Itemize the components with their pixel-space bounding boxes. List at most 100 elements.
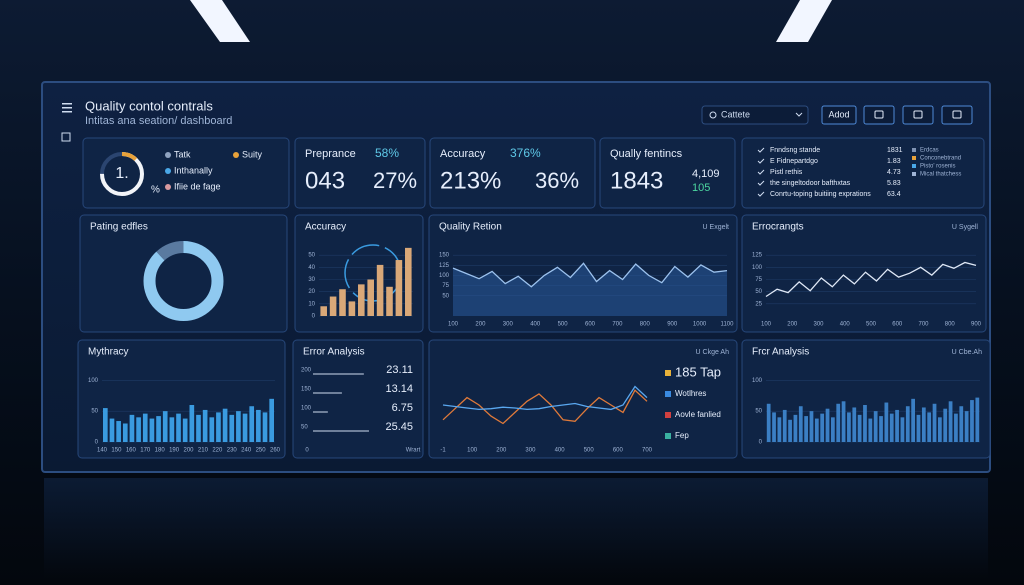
legend-swatch bbox=[665, 412, 671, 418]
kpi-main: 1843 bbox=[610, 167, 663, 194]
add-button[interactable] bbox=[821, 105, 857, 125]
x-tick-label: 600 bbox=[613, 448, 624, 454]
x-tick-label: 200 bbox=[183, 448, 194, 454]
value-label: 25.45 bbox=[385, 421, 413, 433]
x-tick-label: 200 bbox=[475, 322, 486, 328]
bar bbox=[116, 421, 121, 442]
x-tick-label: 500 bbox=[558, 322, 569, 328]
kpi-delta: 4,109 bbox=[692, 168, 720, 180]
x-tick-label: 300 bbox=[503, 322, 514, 328]
bar bbox=[921, 407, 926, 442]
bar bbox=[772, 412, 776, 442]
icon-button[interactable] bbox=[902, 105, 934, 125]
y-tick-label: 0 bbox=[95, 440, 99, 446]
y-tick-label: 100 bbox=[439, 273, 450, 279]
bar bbox=[169, 417, 175, 442]
bar bbox=[879, 416, 883, 442]
legend-swatch bbox=[912, 164, 916, 168]
x-tick-label: 600 bbox=[585, 322, 596, 328]
x-tick-label: 800 bbox=[945, 322, 956, 328]
legend-label: Pisto' rosenis bbox=[920, 164, 956, 170]
bar bbox=[964, 411, 969, 442]
panel-tag: U Exgelt bbox=[703, 224, 730, 231]
x-tick-label: 400 bbox=[530, 322, 541, 328]
bar bbox=[873, 411, 878, 442]
line bbox=[452, 262, 728, 288]
bar bbox=[142, 413, 148, 442]
bar bbox=[149, 418, 155, 442]
legend-label: Wotlhres bbox=[675, 389, 706, 398]
bar bbox=[857, 414, 862, 442]
panel bbox=[428, 339, 738, 459]
x-tick-label: 300 bbox=[813, 322, 824, 328]
x-tick-label: 800 bbox=[640, 322, 651, 328]
kpi-title: Accuracy bbox=[440, 148, 486, 160]
donut-segment bbox=[143, 241, 224, 321]
check-icon bbox=[757, 191, 765, 197]
gauge-accent bbox=[100, 152, 144, 196]
line bbox=[442, 385, 648, 411]
y-tick-label: 50 bbox=[755, 289, 762, 295]
legend-label: 185 Tap bbox=[675, 364, 721, 379]
bar bbox=[777, 417, 782, 442]
bar bbox=[884, 402, 889, 442]
row-label: 50 bbox=[301, 425, 308, 431]
bar bbox=[804, 416, 808, 442]
kpi-delta: 376% bbox=[510, 146, 541, 160]
bar bbox=[836, 403, 841, 442]
menu-icon-line bbox=[62, 111, 72, 113]
search-box[interactable] bbox=[701, 105, 809, 125]
bar bbox=[900, 417, 905, 442]
legend-label: Fep bbox=[675, 431, 689, 440]
bar bbox=[189, 405, 195, 442]
line bbox=[442, 389, 648, 425]
y-tick-label: 10 bbox=[308, 301, 315, 307]
kpi-title: Qually fentincs bbox=[610, 148, 683, 160]
bar bbox=[825, 408, 830, 442]
legend-label: Suity bbox=[242, 149, 263, 159]
bar bbox=[136, 417, 141, 442]
icon-button[interactable] bbox=[863, 105, 895, 125]
legend-label: Ifiie de fage bbox=[174, 181, 221, 191]
dropdown-icon bbox=[795, 112, 803, 117]
value-label: 23.11 bbox=[386, 364, 413, 376]
check-icon bbox=[757, 169, 765, 175]
x-tick-label: 600 bbox=[892, 322, 903, 328]
list-label: Conrtu-toping buitiing exprations bbox=[770, 191, 871, 198]
icon-button[interactable] bbox=[941, 105, 973, 125]
add-button-label: Adod bbox=[828, 109, 849, 119]
bar bbox=[868, 418, 873, 442]
x-tick-label: 190 bbox=[169, 448, 180, 454]
panel-title: Errocrangts bbox=[752, 222, 804, 233]
header-subtitle: Intitas ana seation/ dashboard bbox=[85, 115, 232, 127]
menu-icon-line bbox=[62, 103, 72, 105]
list-value: 4.73 bbox=[887, 169, 901, 176]
bar bbox=[782, 409, 787, 442]
panel-title: Pating edfles bbox=[90, 222, 148, 233]
bar bbox=[970, 400, 974, 442]
legend-swatch bbox=[912, 148, 916, 152]
bar bbox=[209, 417, 215, 442]
bar bbox=[262, 412, 268, 442]
bar bbox=[847, 412, 851, 442]
bar bbox=[269, 398, 275, 442]
icon-glyph bbox=[874, 110, 884, 119]
y-tick-label: 40 bbox=[308, 265, 315, 271]
bar bbox=[202, 409, 208, 442]
y-tick-label: 20 bbox=[308, 289, 315, 295]
panel-title: Error Analysis bbox=[303, 347, 365, 358]
bar bbox=[841, 401, 846, 442]
y-tick-label: 75 bbox=[442, 283, 449, 289]
x-tick-label: 100 bbox=[448, 322, 459, 328]
legend-dot bbox=[233, 152, 239, 158]
row-label: 150 bbox=[301, 387, 312, 393]
x-tick-label: 250 bbox=[256, 448, 267, 454]
bar bbox=[348, 301, 356, 316]
panel-title: Frcr Analysis bbox=[752, 347, 809, 358]
x-tick-label: 260 bbox=[270, 448, 281, 454]
panel-title: Quality Retion bbox=[439, 222, 502, 233]
card bbox=[294, 137, 426, 209]
bar bbox=[358, 284, 365, 316]
bar bbox=[367, 279, 374, 316]
